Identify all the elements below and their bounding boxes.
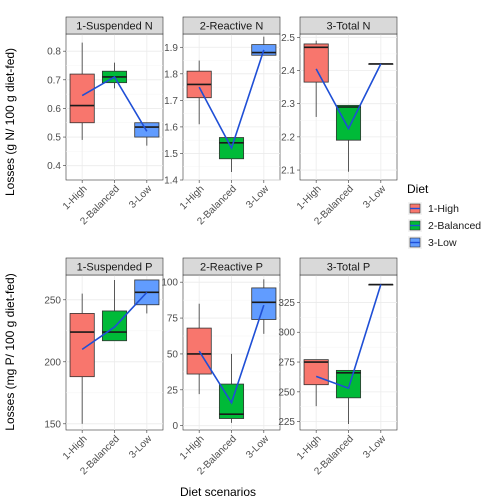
x-tick-label: 3-Low <box>244 433 272 461</box>
box-1-high <box>303 359 329 386</box>
y-tick-label: 0 <box>172 421 178 432</box>
y-tick-label: 50 <box>167 349 179 360</box>
facet-strip <box>65 16 164 35</box>
box-2-balanced <box>101 310 128 342</box>
box-1-high <box>303 43 329 83</box>
y-tick-label: 2.1 <box>281 166 295 177</box>
y-tick-label: 275 <box>278 358 295 369</box>
legend-title: Diet <box>407 182 429 196</box>
box-1-high <box>186 327 212 375</box>
x-axis-title: Diet scenarios <box>180 485 256 499</box>
x-tick-label: 3-Low <box>244 183 272 211</box>
x-tick-label: 3-Low <box>361 433 389 461</box>
x-tick-label: 1-High <box>178 184 207 213</box>
facet-title: 2-Reactive N <box>200 21 264 33</box>
box-1-high <box>69 313 95 378</box>
x-tick-label: 3-Low <box>127 433 155 461</box>
y-tick-label: 300 <box>278 328 295 339</box>
y-tick-label: 0.7 <box>47 75 61 86</box>
y-tick-label: 75 <box>167 314 179 325</box>
x-tick-label: 1-High <box>178 434 207 463</box>
box-2-balanced <box>335 369 362 399</box>
mean-line <box>315 63 382 131</box>
y-tick-label: 2.5 <box>281 33 295 44</box>
y-tick-label: 1.5 <box>164 149 178 160</box>
y-tick-label: 0.8 <box>47 47 61 58</box>
mean-line <box>315 284 382 390</box>
x-tick-label: 1-High <box>295 184 324 213</box>
y-tick-label: 0.4 <box>47 161 61 172</box>
facet-title: 3-Total N <box>326 21 370 33</box>
y-tick-label: 250 <box>44 295 61 306</box>
box-3-low <box>251 287 277 320</box>
mean-line <box>198 304 265 405</box>
legend-label: 3-Low <box>428 237 457 249</box>
legend-label: 1-High <box>428 203 459 215</box>
legend-label: 2-Balanced <box>428 220 481 232</box>
x-tick-label: 1-High <box>61 184 90 213</box>
y-tick-label: 2.4 <box>281 66 295 77</box>
y-tick-label: 2.2 <box>281 132 295 143</box>
facet-title: 1-Suspended P <box>77 262 153 274</box>
facet-strip <box>182 16 281 35</box>
y-tick-label: 325 <box>278 298 295 309</box>
y-tick-label: 1.6 <box>164 122 178 133</box>
y-tick-label: 1.7 <box>164 96 178 107</box>
y-tick-label: 150 <box>44 419 61 430</box>
y-tick-label: 0.5 <box>47 133 61 144</box>
facet-title: 2-Reactive P <box>200 262 263 274</box>
y-tick-label: 1.8 <box>164 69 178 80</box>
y-tick-label: 100 <box>161 278 178 289</box>
facet-title: 1-Suspended N <box>76 21 152 33</box>
y-tick-label: 2.3 <box>281 99 295 110</box>
mean-line <box>198 49 265 151</box>
facet-title: 3-Total P <box>327 262 370 274</box>
x-tick-label: 3-Low <box>127 183 155 211</box>
box-1-high <box>69 73 95 124</box>
facet-strip <box>299 16 398 35</box>
mean-line <box>81 291 148 351</box>
x-tick-label: 1-High <box>61 434 90 463</box>
y-axis-title-bottom: Losses (mg P/ 100 g diet-fed) <box>3 273 17 430</box>
y-tick-label: 225 <box>278 417 295 428</box>
x-tick-label: 1-High <box>295 434 324 463</box>
y-tick-label: 25 <box>167 385 179 396</box>
facet-strip <box>182 257 281 276</box>
y-tick-label: 1.9 <box>164 43 178 54</box>
facet-strip <box>299 257 398 276</box>
y-tick-label: 0.6 <box>47 104 61 115</box>
y-tick-label: 250 <box>278 387 295 398</box>
x-tick-label: 3-Low <box>361 183 389 211</box>
y-tick-label: 1.4 <box>164 176 178 187</box>
y-axis-title-top: Losses (g N/ 100 g diet-fed) <box>3 48 17 196</box>
mean-line <box>81 75 148 132</box>
legend: Diet 1-High 2-Balanced 3-Low <box>407 182 481 249</box>
facet-strip <box>65 257 164 276</box>
y-tick-label: 200 <box>44 357 61 368</box>
